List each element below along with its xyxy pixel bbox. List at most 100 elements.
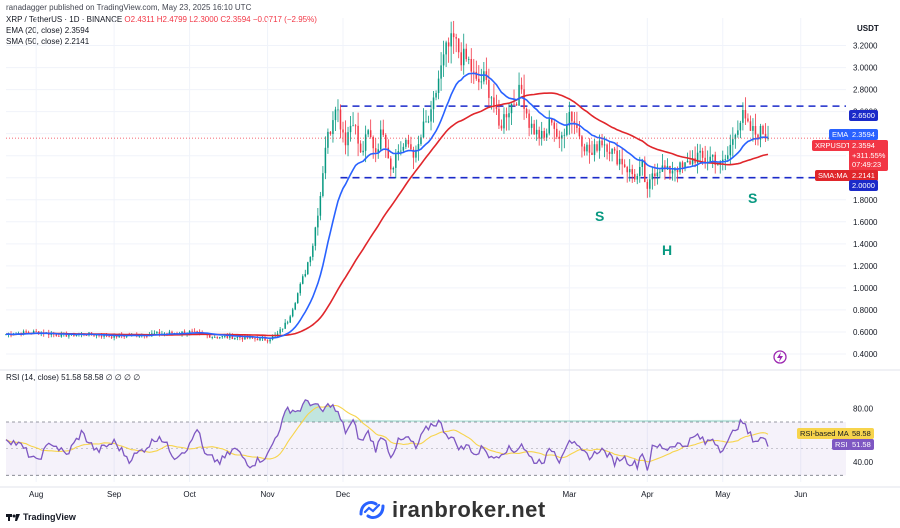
candle-body: [27, 332, 30, 334]
candle-body: [108, 336, 110, 338]
candle-body: [294, 303, 296, 310]
time-tick-label: Oct: [183, 490, 196, 499]
candle-body: [669, 165, 671, 174]
candle-body: [578, 127, 581, 137]
price-tick-label: 1.0000: [853, 284, 878, 293]
rsi-ma-line: [5, 404, 769, 463]
candle-body: [543, 130, 545, 138]
candle-body: [767, 138, 769, 139]
candle-body: [457, 38, 460, 53]
candle-body: [545, 133, 548, 138]
candle-body: [337, 109, 339, 111]
candle-body: [563, 134, 566, 136]
candle-body: [379, 129, 382, 150]
price-tick-label: 0.8000: [853, 306, 878, 315]
candle-body: [722, 159, 724, 163]
candle-body: [181, 331, 183, 334]
candle-body: [256, 338, 259, 341]
candle-body: [447, 42, 450, 47]
candle-body: [762, 126, 764, 134]
candle-body: [425, 121, 427, 123]
candle-body: [324, 147, 327, 174]
tradingview-logo[interactable]: TradingView: [6, 512, 76, 522]
candle-body: [473, 71, 475, 73]
candle-body: [281, 328, 284, 330]
candle-body: [25, 331, 27, 333]
candle-body: [372, 137, 374, 149]
legend-sma: SMA (50, close) 2.2141: [6, 37, 90, 46]
candle-body: [390, 158, 392, 170]
candle-body: [530, 123, 533, 128]
price-tick-label: 0.6000: [853, 328, 878, 337]
rsi-ma-value-tag: 58.58: [849, 428, 874, 439]
symbol-value: 2.3594: [852, 141, 875, 150]
candle-body: [711, 154, 714, 157]
candle-body: [495, 106, 498, 109]
candle-body: [744, 110, 747, 119]
candle-body: [432, 97, 435, 110]
time-tick-label: Apr: [641, 490, 654, 499]
candle-body: [75, 334, 78, 336]
candle-body: [299, 283, 302, 294]
time-tick-label: Jun: [794, 490, 807, 499]
candle-body: [696, 152, 699, 163]
candle-body: [385, 134, 387, 148]
candle-body: [664, 165, 666, 170]
candles: [5, 20, 769, 344]
candle-body: [478, 78, 480, 83]
candle-body: [540, 130, 543, 139]
tradingview-icon: [6, 513, 20, 521]
candle-body: [704, 157, 706, 164]
time-tick-label: Nov: [260, 490, 274, 499]
time-tick-label: Sep: [107, 490, 122, 499]
candle-body: [171, 331, 173, 334]
candle-body: [681, 162, 684, 168]
candle-body: [226, 336, 229, 338]
candle-body: [639, 166, 641, 177]
candle-body: [317, 215, 319, 228]
candle-body: [618, 158, 621, 165]
rsi-overbought-fill: [282, 399, 741, 422]
candle-body: [679, 162, 681, 173]
candle-body: [724, 158, 727, 160]
candle-body: [254, 338, 256, 340]
candle-body: [153, 333, 156, 335]
candle-body: [734, 134, 737, 140]
legend-ohlc: O2.4311 H2.4799 L2.3000 C2.3594 −0.0717 …: [124, 15, 317, 24]
candle-body: [581, 136, 583, 147]
candle-body: [465, 48, 467, 60]
candle-body: [344, 132, 347, 146]
candle-body: [327, 131, 329, 148]
candle-body: [676, 169, 679, 173]
candle-body: [417, 144, 420, 150]
candle-body: [757, 134, 759, 140]
currency-label[interactable]: USDT: [857, 24, 879, 33]
candle-body: [374, 148, 377, 153]
candle-body: [586, 144, 588, 152]
candle-body: [455, 37, 457, 39]
price-tick-label: 2.8000: [853, 86, 878, 95]
candle-body: [208, 335, 211, 338]
time-tick-label: Aug: [29, 490, 43, 499]
candle-body: [480, 81, 483, 83]
candle-body: [349, 125, 352, 133]
candle-body: [50, 333, 53, 335]
candle-body: [264, 337, 266, 341]
rsi-tick-label: 40.00: [853, 458, 874, 467]
candle-body: [538, 129, 540, 139]
candle-body: [158, 331, 161, 335]
candle-body: [314, 227, 317, 246]
candle-body: [686, 160, 689, 163]
candle-body: [631, 169, 633, 175]
candle-body: [342, 129, 344, 133]
lightning-icon[interactable]: [773, 350, 787, 364]
candle-body: [407, 139, 410, 145]
sma-value-tag: 2.2141: [849, 170, 878, 181]
candle-body: [188, 330, 191, 333]
price-tick-label: 3.2000: [853, 42, 878, 51]
candle-body: [596, 144, 598, 151]
candle-body: [364, 134, 367, 151]
candle-body: [739, 122, 742, 131]
candle-body: [156, 331, 158, 334]
